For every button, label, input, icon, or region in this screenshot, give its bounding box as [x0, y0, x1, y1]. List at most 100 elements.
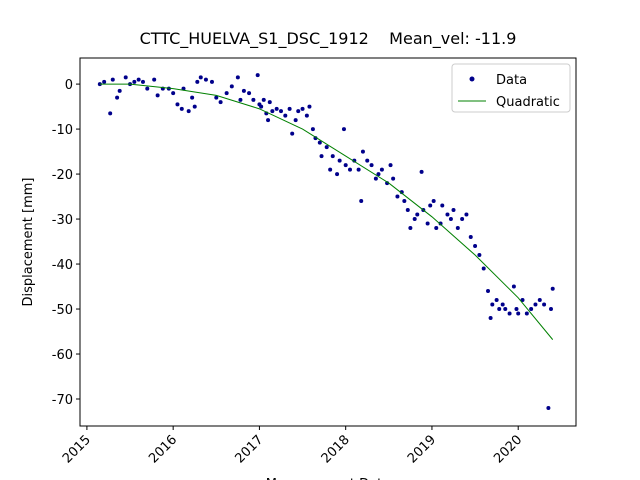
legend-label: Quadratic: [496, 95, 560, 110]
y-tick-label: -30: [52, 213, 73, 228]
legend-marker: [469, 76, 475, 82]
data-point: [438, 221, 443, 226]
data-point: [360, 149, 365, 154]
data-point: [330, 154, 335, 159]
data-point: [388, 163, 393, 168]
data-point: [486, 289, 491, 294]
data-point: [488, 316, 493, 321]
chart-title: CTTC_HUELVA_S1_DSC_1912 Mean_vel: -11.9: [140, 29, 517, 49]
data-point: [203, 77, 208, 82]
data-point: [550, 286, 555, 291]
data-point: [235, 75, 240, 80]
data-point: [132, 79, 137, 84]
data-point: [341, 127, 346, 132]
data-point: [155, 93, 160, 98]
data-point: [324, 145, 329, 150]
data-point: [255, 73, 260, 78]
data-point: [278, 109, 283, 114]
data-point: [408, 226, 413, 231]
data-point: [190, 95, 195, 100]
data-point: [481, 266, 486, 271]
data-point: [365, 158, 370, 163]
data-point: [431, 199, 436, 204]
data-point: [283, 113, 288, 118]
data-point: [229, 84, 234, 89]
data-point: [247, 91, 252, 96]
data-point: [307, 104, 312, 109]
data-point: [415, 212, 420, 217]
data-point: [198, 75, 203, 80]
data-point: [379, 167, 384, 172]
data-point: [473, 244, 478, 249]
data-point: [110, 77, 115, 82]
x-axis-label: Measurement Date: [266, 477, 390, 480]
data-point: [218, 100, 223, 105]
data-point: [152, 77, 157, 82]
data-point: [500, 302, 505, 307]
data-point: [209, 79, 214, 84]
data-point: [179, 106, 184, 111]
data-point: [356, 167, 361, 172]
y-tick-label: -70: [52, 393, 73, 408]
data-point: [548, 307, 553, 312]
data-point: [511, 284, 516, 289]
data-point: [445, 212, 450, 217]
data-point: [317, 140, 322, 145]
data-point: [542, 302, 547, 307]
data-point: [310, 127, 315, 132]
data-point: [145, 86, 150, 91]
data-point: [399, 190, 404, 195]
data-point: [287, 106, 292, 111]
fit-line: [99, 83, 554, 340]
data-point: [290, 131, 295, 136]
data-point: [359, 199, 364, 204]
data-point: [304, 113, 309, 118]
data-point: [186, 109, 191, 114]
data-point: [516, 311, 521, 316]
data-point: [274, 106, 279, 111]
data-point: [524, 311, 529, 316]
data-point: [171, 91, 176, 96]
data-point: [115, 95, 120, 100]
data-point: [434, 226, 439, 231]
data-point: [477, 253, 482, 258]
data-point: [259, 104, 264, 109]
data-point: [464, 212, 469, 217]
data-point: [412, 217, 417, 222]
data-point: [136, 77, 141, 82]
data-point: [494, 298, 499, 303]
data-point: [537, 298, 542, 303]
data-point: [514, 307, 519, 312]
data-point: [369, 163, 374, 168]
data-point: [123, 75, 128, 80]
data-point: [238, 97, 243, 102]
data-point: [440, 203, 445, 208]
data-point: [507, 311, 512, 316]
data-point: [546, 406, 551, 411]
data-point: [270, 109, 275, 114]
data-point: [391, 176, 396, 181]
data-point: [347, 167, 352, 172]
data-point: [503, 307, 508, 312]
data-point: [251, 97, 256, 102]
data-point: [490, 302, 495, 307]
data-point: [376, 172, 381, 177]
legend-box: [451, 63, 571, 113]
y-axis-label: Displacement [mm]: [21, 178, 36, 307]
data-point: [373, 176, 378, 181]
data-point: [455, 226, 460, 231]
data-point: [533, 302, 538, 307]
plot-frame: [79, 57, 577, 427]
data-point: [108, 111, 113, 116]
data-point: [300, 106, 305, 111]
data-point: [451, 208, 456, 213]
data-point: [497, 307, 502, 312]
data-point: [224, 91, 229, 96]
data-point: [328, 167, 333, 172]
data-point: [335, 172, 340, 177]
data-point: [214, 95, 219, 100]
data-point: [428, 203, 433, 208]
y-tick-label: -10: [52, 123, 73, 138]
